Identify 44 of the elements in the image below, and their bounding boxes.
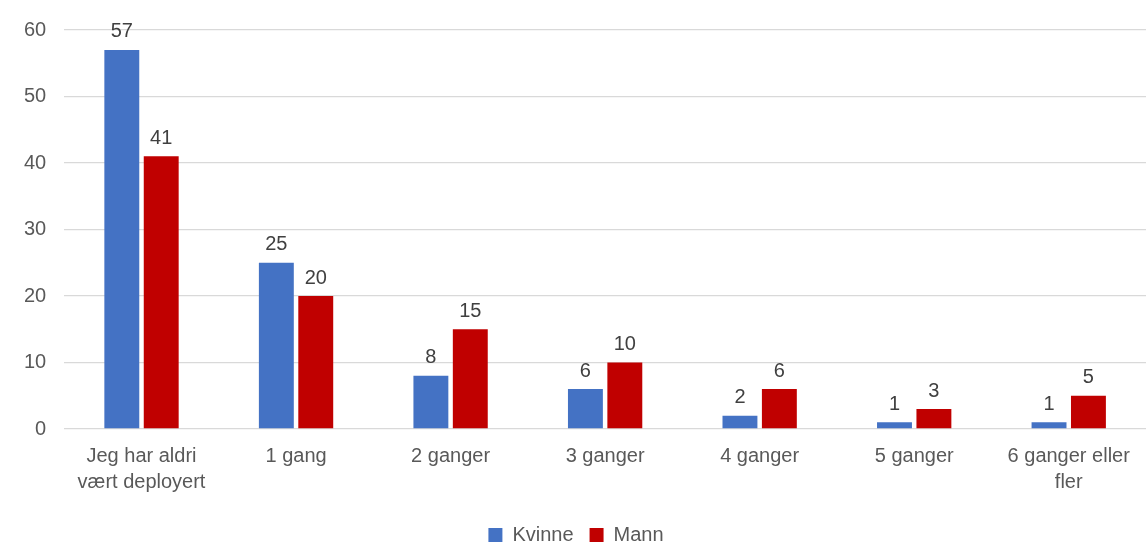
y-tick-label: 30: [24, 217, 47, 240]
data-label: 15: [459, 298, 482, 321]
x-tick-label: 2 ganger: [411, 443, 491, 466]
y-tick-label: 40: [24, 150, 47, 173]
bar: [298, 296, 334, 429]
bar: [877, 422, 912, 429]
legend-label: Mann: [613, 522, 664, 545]
bar: [143, 156, 179, 429]
bar: [104, 49, 140, 429]
y-tick-label: 0: [35, 416, 47, 439]
x-tick-label: 1 gang: [265, 443, 327, 466]
data-label: 1: [1043, 391, 1055, 414]
x-tick-label: 5 ganger: [874, 443, 955, 466]
x-tick-label: 4 ganger: [720, 443, 800, 466]
y-tick-label: 10: [24, 350, 47, 373]
y-tick-label: 20: [24, 283, 47, 306]
x-tick-label: 6 ganger eller fler: [1007, 443, 1131, 492]
bar: [567, 389, 603, 429]
bar: [916, 409, 952, 429]
bar: [761, 389, 797, 429]
bar: [258, 262, 294, 429]
data-label: 6: [579, 358, 591, 381]
data-label: 1: [888, 391, 901, 414]
data-label: 25: [265, 232, 288, 255]
legend-label: Kvinne: [512, 522, 574, 545]
data-label: 8: [425, 345, 437, 368]
data-label: 2: [734, 385, 746, 408]
bar: [413, 375, 449, 429]
data-label: 6: [773, 358, 785, 381]
data-label: 5: [1082, 365, 1094, 388]
bar: [1031, 422, 1067, 429]
x-tick-label: Jeg har aldri vært deployert: [77, 443, 206, 492]
data-label: 10: [613, 332, 636, 355]
data-label: 20: [304, 265, 327, 288]
data-label: 57: [110, 19, 133, 42]
bar: [1070, 395, 1106, 429]
bar: [722, 415, 758, 429]
data-label: 3: [928, 378, 940, 401]
y-tick-label: 50: [24, 84, 47, 107]
data-label: 41: [150, 125, 173, 148]
bar: [452, 329, 488, 429]
bar: [607, 362, 643, 429]
x-tick-label: 3 ganger: [565, 443, 645, 466]
y-tick-label: 60: [24, 17, 47, 40]
